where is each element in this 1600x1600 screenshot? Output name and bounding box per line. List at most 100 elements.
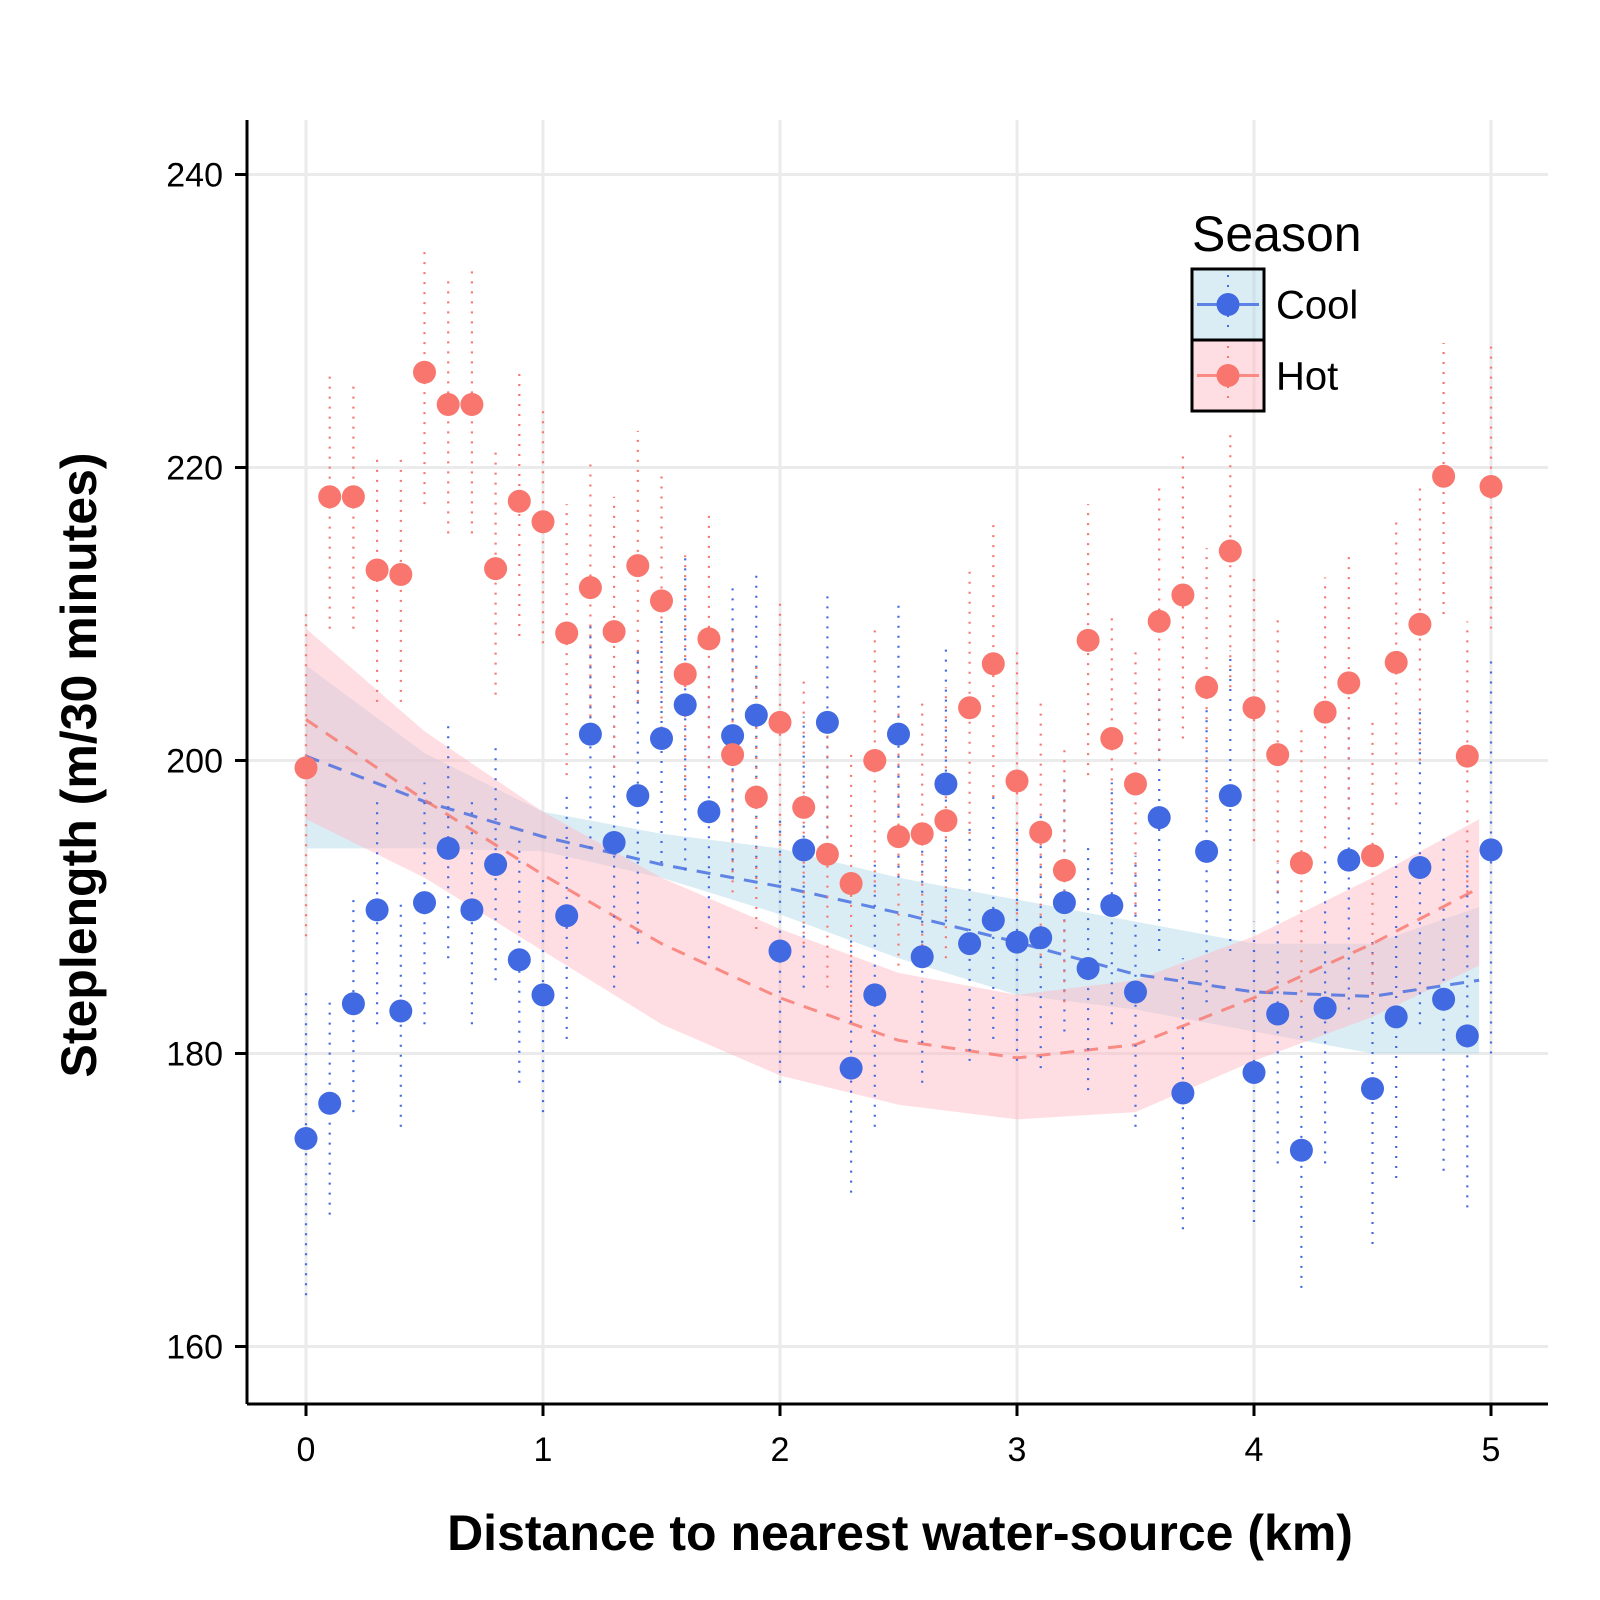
- data-point-hot: [389, 562, 413, 586]
- data-points: [294, 360, 1503, 1162]
- y-tick-label: 200: [166, 743, 223, 781]
- x-axis-title: Distance to nearest water-source (km): [447, 1505, 1353, 1561]
- data-point-hot: [697, 627, 721, 651]
- data-point-cool: [673, 693, 697, 717]
- data-point-hot: [436, 393, 460, 417]
- data-point-cool: [507, 948, 531, 972]
- data-point-cool: [341, 992, 365, 1016]
- data-point-cool: [1171, 1081, 1195, 1105]
- data-point-hot: [341, 485, 365, 509]
- y-tick-label: 220: [166, 450, 223, 488]
- data-point-cool: [484, 853, 508, 877]
- data-point-hot: [887, 825, 910, 849]
- y-axis-title: Steplength (m/30 minutes): [51, 452, 107, 1077]
- trend-lines: [305, 718, 1480, 1060]
- data-point-cool: [934, 772, 958, 796]
- data-point-hot: [744, 785, 768, 809]
- data-point-cool: [815, 710, 839, 734]
- data-point-hot: [1076, 628, 1100, 652]
- data-point-cool: [389, 999, 413, 1023]
- data-point-cool: [1076, 957, 1100, 981]
- data-point-hot: [531, 510, 555, 534]
- data-point-cool: [1005, 930, 1029, 954]
- data-point-cool: [863, 983, 887, 1007]
- data-point-cool: [1147, 806, 1171, 830]
- data-point-hot: [555, 621, 579, 645]
- data-point-hot: [1171, 583, 1195, 607]
- data-point-hot: [839, 872, 863, 896]
- data-point-hot: [768, 710, 792, 734]
- data-point-cool: [1289, 1138, 1313, 1162]
- data-point-hot: [958, 696, 982, 720]
- y-tick-label: 240: [166, 157, 223, 195]
- data-point-cool: [1432, 987, 1456, 1011]
- confidence-band-cool: [306, 665, 1480, 1054]
- data-point-cool: [1384, 1005, 1408, 1029]
- data-point-cool: [1455, 1024, 1479, 1048]
- data-point-hot: [602, 620, 626, 644]
- data-point-cool: [1313, 996, 1337, 1020]
- data-point-hot: [1266, 743, 1290, 767]
- confidence-band-hot: [306, 628, 1480, 1120]
- data-point-cool: [721, 724, 745, 748]
- data-point-cool: [1195, 839, 1219, 863]
- data-point-hot: [578, 576, 602, 600]
- data-point-cool: [365, 898, 389, 922]
- data-point-hot: [1432, 464, 1456, 488]
- legend-label-cool: Cool: [1276, 284, 1358, 328]
- data-point-hot: [1408, 612, 1432, 636]
- data-point-cool: [1218, 784, 1242, 808]
- data-point-cool: [1029, 926, 1053, 950]
- data-point-cool: [1124, 980, 1147, 1004]
- data-point-hot: [1147, 609, 1171, 633]
- data-point-hot: [1242, 696, 1266, 720]
- data-point-hot: [792, 795, 816, 819]
- data-point-hot: [673, 662, 697, 686]
- x-tick-label: 4: [1245, 1431, 1264, 1469]
- data-point-cool: [697, 800, 721, 824]
- y-tick-label: 160: [166, 1329, 223, 1367]
- data-point-cool: [1408, 855, 1432, 879]
- data-point-hot: [1289, 851, 1313, 875]
- data-point-hot: [626, 554, 650, 578]
- axes: 0 1 2 3 4 5 160 180 200 220 240: [166, 120, 1548, 1469]
- legend-title: Season: [1192, 206, 1362, 262]
- x-tick-label: 3: [1008, 1431, 1027, 1469]
- data-point-hot: [1384, 650, 1408, 674]
- data-point-cool: [578, 722, 602, 746]
- data-point-cool: [318, 1091, 342, 1115]
- data-point-cool: [1052, 891, 1076, 915]
- data-point-cool: [460, 898, 484, 922]
- data-point-hot: [1029, 820, 1053, 844]
- data-point-hot: [981, 652, 1005, 676]
- data-point-hot: [1124, 772, 1147, 796]
- data-point-hot: [1455, 744, 1479, 768]
- data-point-cool: [650, 727, 673, 751]
- data-point-cool: [436, 836, 460, 860]
- data-point-cool: [1100, 894, 1124, 918]
- data-point-cool: [768, 939, 792, 963]
- data-point-hot: [507, 489, 531, 513]
- data-point-cool: [1479, 838, 1503, 862]
- data-point-hot: [1361, 844, 1384, 868]
- data-point-cool: [413, 891, 436, 915]
- data-point-hot: [484, 557, 508, 581]
- legend-key-point: [1216, 364, 1240, 387]
- trend-line-cool: [305, 754, 1480, 998]
- data-point-cool: [981, 908, 1005, 932]
- data-point-cool: [531, 983, 555, 1007]
- data-point-cool: [792, 838, 816, 862]
- x-tick-label: 1: [534, 1431, 553, 1469]
- data-point-hot: [1195, 675, 1219, 699]
- data-point-hot: [318, 485, 342, 509]
- error-bars: [304, 247, 1493, 1296]
- data-point-hot: [815, 842, 839, 866]
- data-point-hot: [910, 822, 934, 846]
- confidence-bands: [306, 628, 1480, 1120]
- data-point-hot: [1100, 727, 1124, 751]
- data-point-cool: [1242, 1061, 1266, 1085]
- x-tick-label: 5: [1482, 1431, 1501, 1469]
- data-point-hot: [294, 756, 318, 780]
